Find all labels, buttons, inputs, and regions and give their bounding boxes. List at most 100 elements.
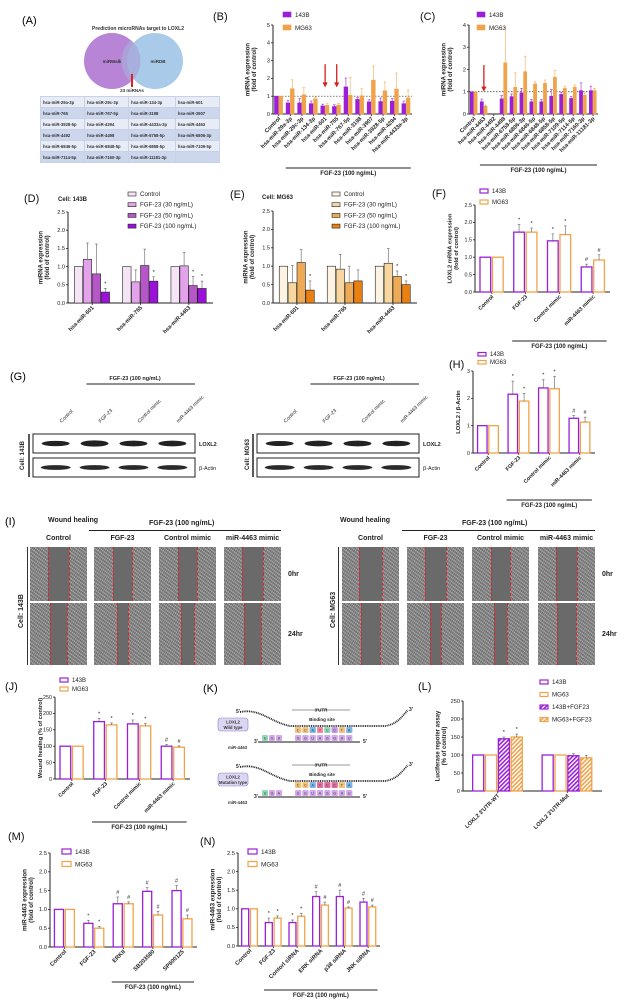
treatment-bracket xyxy=(89,530,281,531)
bar xyxy=(567,755,580,792)
loxl2-band xyxy=(41,440,70,447)
bar xyxy=(510,736,523,792)
beta-actin-band xyxy=(118,465,149,470)
bar xyxy=(324,105,330,115)
wound-image xyxy=(94,603,151,665)
bar xyxy=(320,904,330,947)
nucleotide xyxy=(269,735,275,741)
bar xyxy=(126,723,139,780)
nucleotide-letter: G xyxy=(326,792,329,796)
legend-swatch xyxy=(247,860,258,868)
wound-edge-line xyxy=(359,547,361,601)
lane-label: Control mimic xyxy=(137,398,163,424)
bar xyxy=(179,265,189,304)
nucleotide xyxy=(316,727,324,733)
x-tick-label: miR-4463 mimic xyxy=(143,781,176,814)
bar xyxy=(94,927,105,948)
x-tick-label: Control xyxy=(49,949,68,968)
bar xyxy=(569,98,573,115)
bar xyxy=(285,102,291,115)
protein-label-loxl2: LOXL2 xyxy=(199,442,217,448)
nucleotide xyxy=(295,790,302,796)
wound-image xyxy=(342,603,399,665)
y-tick-label: 0.0 xyxy=(57,301,65,307)
binding-site-label: Binding site xyxy=(309,772,335,777)
bar xyxy=(559,233,572,293)
y-tick-label: 2 xyxy=(463,67,466,73)
y-axis-label: Luciferase repoter assay xyxy=(436,710,442,781)
bar xyxy=(344,282,354,304)
bar xyxy=(359,95,364,115)
bar xyxy=(592,90,597,115)
wound-edge-line xyxy=(555,547,557,601)
bar xyxy=(287,282,297,304)
nucleotide-letter: A xyxy=(341,792,344,796)
venn-title: Prediction microRNAs target to LOXL2 xyxy=(92,26,184,32)
lane-label: FGF-23 xyxy=(322,408,339,425)
significance-mark: * xyxy=(98,919,101,925)
wound-edge-line xyxy=(425,547,427,601)
wound-gap xyxy=(494,603,507,665)
table-cell: hsa-miR-3198 xyxy=(128,107,176,119)
significance-mark: * xyxy=(110,716,113,722)
y-axis-label: (% of control) xyxy=(442,727,448,766)
bar xyxy=(312,895,321,947)
bar xyxy=(91,273,101,304)
bar xyxy=(71,745,84,780)
legend-swatch xyxy=(477,359,487,365)
bar xyxy=(401,284,411,304)
legend-label: FGF-23 (50 ng/mL) xyxy=(140,212,193,219)
y-tick-label: 0 xyxy=(457,789,460,795)
panel-label: (J) xyxy=(5,681,18,693)
loxl2-band xyxy=(80,440,109,447)
significance-mark: * xyxy=(552,227,555,233)
nucleotide xyxy=(302,727,309,733)
wound-healing-title: Wound healing xyxy=(340,517,391,524)
bar xyxy=(529,101,534,115)
wound-edge-line xyxy=(67,603,69,665)
y-axis-label: (fold of control) xyxy=(454,227,460,270)
wound-edge-line xyxy=(429,603,431,665)
wound-edge-line xyxy=(261,603,263,665)
y-tick-label: 2.5 xyxy=(227,851,235,857)
time-label: 24hr xyxy=(288,631,303,638)
significance-mark: # xyxy=(186,908,190,914)
bar xyxy=(297,102,302,115)
nucleotide xyxy=(331,782,338,788)
bar xyxy=(469,91,474,115)
bar xyxy=(533,83,537,115)
loxl2-band xyxy=(265,440,294,447)
y-tick-label: 150 xyxy=(43,728,52,734)
significance-mark: * xyxy=(268,911,271,917)
bar xyxy=(274,95,279,115)
wound-edge-line xyxy=(491,547,493,601)
wound-edge-line xyxy=(506,603,508,665)
y-tick-label: 3 xyxy=(467,369,470,375)
bar xyxy=(593,259,606,293)
venn-right-label: miRDB xyxy=(150,59,166,64)
legend-swatch xyxy=(61,860,72,868)
table-cell: hsa-miR-29c-3p xyxy=(84,96,130,108)
y-tick-label: 3 xyxy=(267,58,270,64)
bar xyxy=(171,889,182,948)
bar xyxy=(64,908,76,948)
nucleotide-letter: A xyxy=(311,784,314,788)
x-tick-label: FGF-23 xyxy=(512,294,529,311)
table-cell: hsa-miR-7114-5p xyxy=(39,151,86,163)
mirna-table: hsa-miR-29a-3p hsa-miR-29c-3p hsa-miR-134-… xyxy=(39,96,221,163)
x-tick-label: FGF-23 xyxy=(79,949,98,968)
lane-label: Control mimic xyxy=(361,398,387,424)
bar xyxy=(343,86,349,115)
panel-label: (M) xyxy=(8,831,25,843)
y-tick-label: 1 xyxy=(463,90,466,96)
lane-label: Control xyxy=(59,409,75,425)
lane-label: miR-4463 mimic xyxy=(175,394,205,424)
treatment-label: FGF-23 (100 ng/mL) xyxy=(462,520,528,527)
cell-label: Cell: 143B xyxy=(18,594,25,628)
legend-label: 143B xyxy=(492,189,506,195)
column-label: miR-4463 mimic xyxy=(225,535,280,542)
y-tick-label: 0.5 xyxy=(227,925,235,931)
wound-gap xyxy=(181,603,194,665)
nucleotide-letter: A xyxy=(319,792,322,796)
